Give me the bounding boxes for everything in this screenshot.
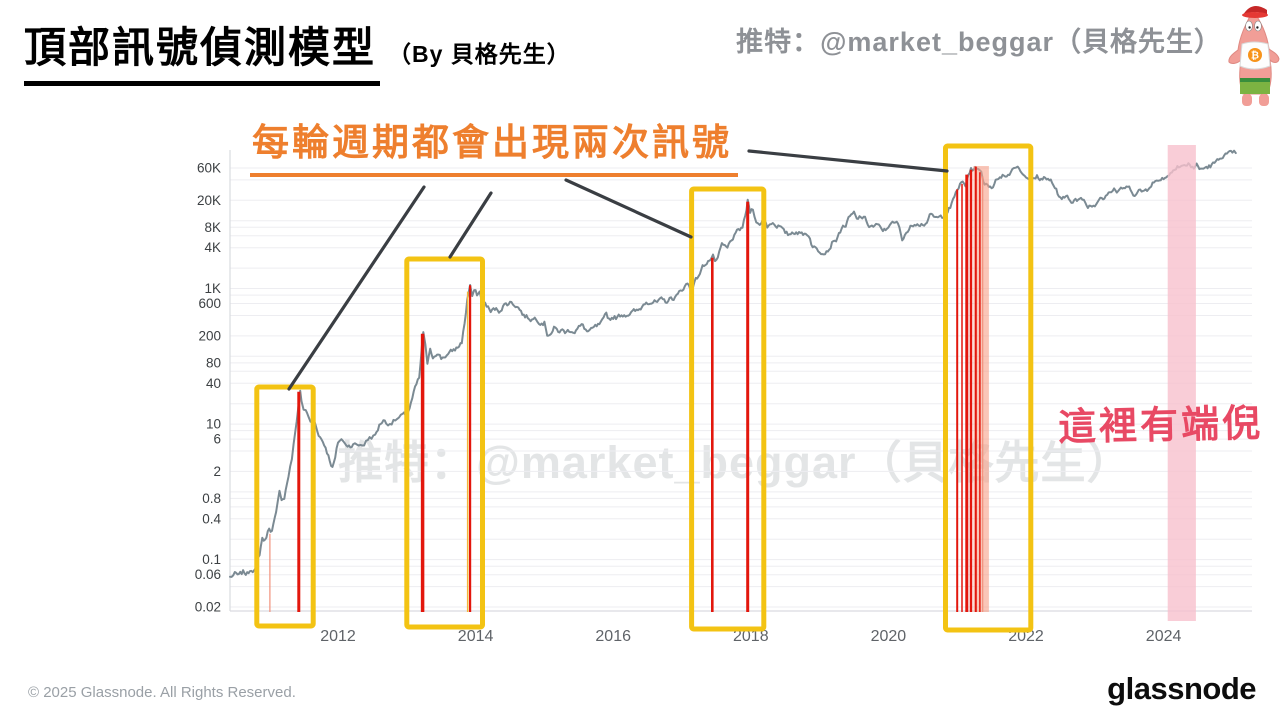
title-text: 頂部訊號偵測模型 bbox=[24, 14, 381, 86]
title-byline: （By 貝格先生） bbox=[388, 41, 571, 67]
y-axis-label: 20K bbox=[197, 193, 221, 208]
annotation-pointer-line bbox=[564, 178, 693, 239]
x-axis-label: 2012 bbox=[320, 628, 356, 645]
y-axis-label: 40 bbox=[206, 376, 221, 391]
cycle-note: 每輪週期都會出現兩次訊號 bbox=[250, 112, 738, 177]
highlight-band-2024 bbox=[1167, 145, 1196, 621]
patrick-cap-brim bbox=[1242, 12, 1268, 18]
y-axis-label: 8K bbox=[204, 220, 221, 235]
btc-price-line bbox=[229, 149, 1237, 578]
copyright-text: © 2025 Glassnode. All Rights Reserved. bbox=[28, 684, 296, 701]
page-title: 頂部訊號偵測模型 （By 貝格先生） bbox=[24, 14, 571, 86]
y-axis-label: 0.4 bbox=[202, 511, 221, 526]
bitcoin-symbol: ₿ bbox=[1251, 50, 1259, 62]
y-axis-label: 60K bbox=[197, 161, 221, 176]
clue-note: 這裡有端倪 bbox=[1057, 402, 1264, 450]
signal-highlight-box bbox=[404, 256, 485, 630]
patrick-mascot-icon: ₿ bbox=[1228, 6, 1280, 106]
y-axis-label: 0.02 bbox=[195, 600, 221, 615]
patrick-eye bbox=[1254, 20, 1262, 32]
y-axis-label: 2 bbox=[213, 464, 221, 479]
x-axis-label: 2024 bbox=[1146, 628, 1182, 645]
x-axis-label: 2018 bbox=[733, 628, 769, 645]
x-axis-label: 2014 bbox=[458, 628, 494, 645]
patrick-leg bbox=[1242, 94, 1252, 106]
y-axis-label: 0.06 bbox=[195, 567, 221, 582]
annotation-pointer-line bbox=[448, 191, 493, 259]
y-axis-label: 80 bbox=[206, 355, 221, 370]
y-axis-label: 0.1 bbox=[202, 552, 221, 567]
y-axis-label: 200 bbox=[198, 328, 221, 343]
y-axis-label: 4K bbox=[204, 240, 221, 255]
signal-highlight-box bbox=[689, 186, 767, 632]
annotation-pointer-line bbox=[747, 149, 949, 173]
signal-cluster-band bbox=[973, 166, 989, 612]
y-axis-label: 600 bbox=[198, 296, 221, 311]
patrick-eye bbox=[1245, 20, 1253, 32]
patrick-pupil bbox=[1256, 26, 1259, 29]
y-axis-label: 1K bbox=[204, 281, 221, 296]
signal-highlight-box bbox=[254, 384, 316, 629]
patrick-pupil bbox=[1248, 26, 1251, 29]
signal-highlight-box bbox=[943, 143, 1034, 633]
annotation-pointer-line bbox=[287, 185, 426, 391]
twitter-handle: 推特：@market_beggar（貝格先生） bbox=[736, 27, 1222, 57]
y-axis-label: 10 bbox=[206, 417, 221, 432]
x-axis-label: 2020 bbox=[871, 628, 907, 645]
y-axis-label: 6 bbox=[213, 432, 221, 447]
bitcoin-icon bbox=[1248, 48, 1262, 62]
glassnode-logo: glassnode bbox=[1107, 671, 1256, 706]
x-axis-label: 2016 bbox=[595, 628, 631, 645]
patrick-belt bbox=[1240, 78, 1270, 82]
y-axis-label: 0.8 bbox=[202, 491, 221, 506]
patrick-leg bbox=[1259, 94, 1269, 106]
